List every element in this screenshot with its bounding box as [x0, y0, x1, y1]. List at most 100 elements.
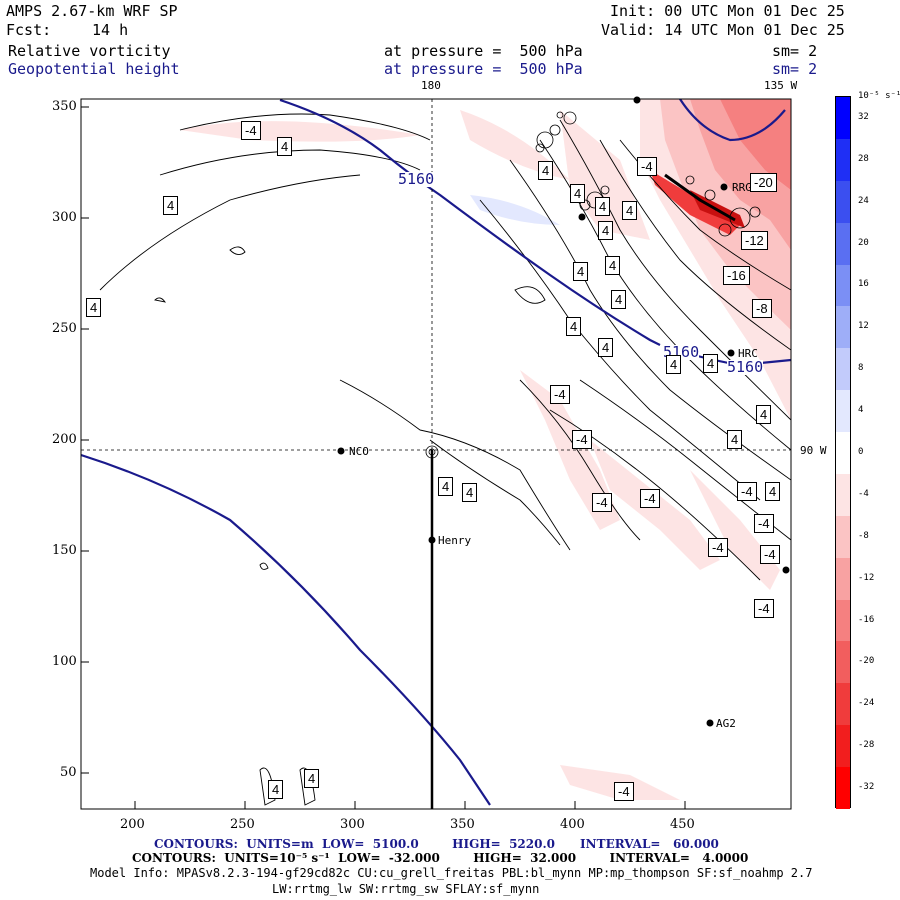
colorbar-segment: [836, 432, 850, 474]
height-label: 5160: [727, 358, 764, 376]
y-tick-350: 350: [52, 99, 77, 114]
colorbar: [835, 96, 851, 809]
vorticity-contour-label: -4: [550, 385, 570, 404]
y-tick-150: 150: [52, 543, 77, 558]
colorbar-tick-label: 20: [858, 237, 869, 248]
colorbar-segment: [836, 599, 850, 642]
station-label-ag2: AG2: [716, 717, 736, 730]
vorticity-contour-label: 4: [438, 477, 454, 496]
footer-height-contours: CONTOURS: UNITS=m LOW= 5100.0 HIGH= 5220…: [154, 837, 719, 851]
colorbar-tick-label: 8: [858, 363, 864, 374]
model-title: AMPS 2.67-km WRF SP: [6, 2, 178, 20]
colorbar-segment: [836, 725, 850, 768]
field2-name: Geopotential height: [8, 60, 180, 78]
vorticity-contour-label: 4: [462, 483, 478, 502]
vorticity-contour-label: 4: [570, 184, 586, 203]
colorbar-tick-label: -24: [858, 698, 875, 709]
vorticity-contour-label: 4: [163, 196, 179, 215]
station-label-nco: NCO: [349, 445, 369, 458]
field2-level: at pressure = 500 hPa: [384, 60, 583, 78]
init-time: Init: 00 UTC Mon 01 Dec 25: [610, 2, 845, 20]
colorbar-segment: [836, 473, 850, 516]
vorticity-contour-label: -4: [754, 514, 774, 533]
vorticity-contour-label: 4: [727, 430, 743, 449]
vorticity-contour-label: -20: [750, 173, 777, 192]
vorticity-contour-label: 4: [595, 197, 611, 216]
x-tick-350: 350: [450, 817, 475, 832]
axis-ticks: [81, 106, 686, 809]
height-label: 5160: [398, 170, 435, 188]
colorbar-segment: [836, 390, 850, 433]
field1-name: Relative vorticity: [8, 42, 171, 60]
y-tick-300: 300: [52, 210, 77, 225]
vorticity-contour-label: -4: [614, 782, 634, 801]
colorbar-segment: [836, 683, 850, 726]
colorbar-tick-label: -32: [858, 782, 875, 793]
valid-time: Valid: 14 UTC Mon 01 Dec 25: [601, 21, 845, 39]
colorbar-tick-label: 12: [858, 321, 869, 332]
footer-model-info: Model Info: MPASv8.2.3-194-gf29cd82c CU:…: [90, 866, 813, 880]
colorbar-segment: [836, 180, 850, 223]
vorticity-contour-label: 4: [598, 338, 614, 357]
colorbar-segment: [836, 767, 850, 809]
colorbar-segment: [836, 138, 850, 181]
vorticity-contour-label: -4: [241, 121, 261, 140]
vorticity-contour-label: -4: [708, 538, 728, 557]
colorbar-segment: [836, 515, 850, 558]
colorbar-segment: [836, 641, 850, 684]
x-tick-300: 300: [340, 817, 365, 832]
station-label-hrc: HRC: [738, 347, 758, 360]
station-label-rrg: RRG: [732, 181, 752, 194]
vorticity-contour-label: 4: [598, 221, 614, 240]
vorticity-contour-label: 4: [566, 317, 582, 336]
field2-smoothing: sm= 2: [772, 60, 818, 78]
vorticity-contour-label: -4: [640, 489, 660, 508]
colorbar-segment: [836, 222, 850, 265]
x-tick-400: 400: [560, 817, 585, 832]
vorticity-contour-label: 4: [304, 769, 320, 788]
vorticity-contour-label: -4: [572, 430, 592, 449]
y-tick-200: 200: [52, 432, 77, 447]
lon-label-135w: 135 W: [764, 79, 798, 92]
footer-radiation-info: LW:rrtmg_lw SW:rrtmg_sw SFLAY:sf_mynn: [272, 882, 540, 896]
colorbar-tick-label: 28: [858, 153, 869, 164]
vorticity-contour-label: 4: [538, 161, 554, 180]
colorbar-tick-label: -16: [858, 614, 875, 625]
vorticity-contour-label: 4: [703, 354, 719, 373]
vorticity-contour-label: -8: [752, 299, 772, 318]
vorticity-contour-label: 4: [573, 262, 589, 281]
vorticity-contour-label: -12: [741, 231, 768, 250]
y-tick-50: 50: [60, 765, 77, 780]
colorbar-tick-label: -4: [858, 488, 869, 499]
colorbar-segment: [836, 348, 850, 391]
x-tick-450: 450: [670, 817, 695, 832]
colorbar-segment: [836, 97, 850, 139]
vorticity-contour-label: 4: [86, 298, 102, 317]
vorticity-contour-label: 4: [622, 201, 638, 220]
y-tick-250: 250: [52, 321, 77, 336]
x-tick-200: 200: [120, 817, 145, 832]
colorbar-segment: [836, 264, 850, 307]
x-tick-250: 250: [230, 817, 255, 832]
colorbar-tick-label: -8: [858, 530, 869, 541]
vorticity-contour-label: -4: [754, 599, 774, 618]
colorbar-segment: [836, 306, 850, 349]
colorbar-tick-label: 32: [858, 111, 869, 122]
colorbar-tick-label: -12: [858, 572, 875, 583]
vorticity-contour-label: 4: [756, 405, 772, 424]
forecast-hour: 14 h: [92, 21, 129, 39]
colorbar-segment: [836, 557, 850, 600]
vorticity-contour-label: -4: [592, 493, 612, 512]
colorbar-tick-label: -20: [858, 656, 875, 667]
lon-label-90w: 90 W: [800, 444, 827, 457]
colorbar-tick-label: 24: [858, 195, 869, 206]
vorticity-contour-label: -4: [737, 482, 757, 501]
strong-vorticity-band: [664, 173, 736, 222]
field1-smoothing: sm= 2: [772, 42, 818, 60]
y-tick-100: 100: [52, 654, 77, 669]
vorticity-contour-label: 4: [605, 256, 621, 275]
colorbar-tick-label: 0: [858, 447, 864, 457]
vorticity-contour-label: -4: [637, 157, 657, 176]
vorticity-contour-label: 4: [666, 355, 682, 374]
